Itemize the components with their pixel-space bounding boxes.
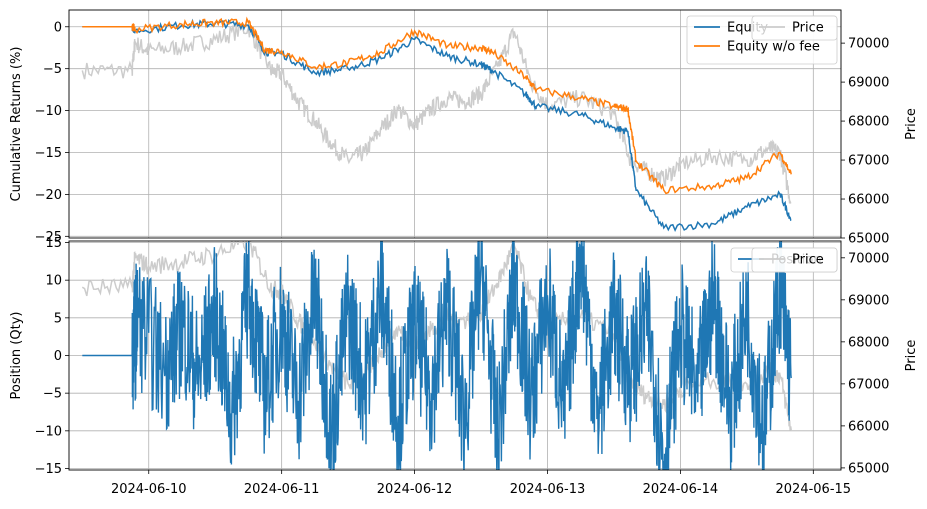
top-y2-tick-label: 69000	[848, 76, 889, 91]
top-y2-tick-label: 66000	[848, 193, 889, 208]
equity-line	[82, 18, 792, 233]
top-axes-frame	[68, 9, 842, 239]
x-tick-label: 2024-06-12	[377, 482, 453, 497]
top-y-tick-label: −10	[35, 104, 62, 119]
bottom-y2-tick-label: 65000	[848, 461, 889, 476]
top-price-legend-box	[751, 15, 838, 41]
bottom-price-legend-label: Price	[792, 253, 824, 268]
top-y-tick-label: 0	[54, 20, 62, 35]
bottom-y2-tick-label: 69000	[848, 293, 889, 308]
bottom-y-tick-label: 10	[45, 274, 62, 289]
x-tick-label: 2024-06-15	[776, 482, 852, 497]
top-y-tick-label: −15	[35, 146, 62, 161]
top-legend-label: Equity w/o fee	[727, 40, 820, 55]
bottom-y-axis-label: Position (Qty)	[9, 312, 24, 400]
bottom-y-tick-label: 15	[45, 236, 62, 251]
top-y-tick-label: −20	[35, 188, 62, 203]
x-tick-label: 2024-06-14	[643, 482, 719, 497]
bottom-y-tick-label: −5	[43, 387, 62, 402]
bottom-y2-tick-label: 70000	[848, 251, 889, 266]
top-y2-tick-label: 68000	[848, 115, 889, 130]
bottom-y-tick-label: 0	[54, 349, 62, 364]
top-y2-tick-label: 70000	[848, 37, 889, 52]
position-line	[82, 241, 792, 470]
top-y-tick-label: −25	[35, 230, 62, 245]
top-price-legend-label: Price	[792, 21, 824, 36]
bottom-axes-frame	[68, 240, 842, 471]
top-y-tick-label: −5	[43, 62, 62, 77]
x-tick-label: 2024-06-11	[244, 482, 320, 497]
bottom-y-tick-label: −10	[35, 424, 62, 439]
bottom-y2-tick-label: 68000	[848, 335, 889, 350]
bottom-y2-tick-label: 66000	[848, 419, 889, 434]
bottom-y-tick-label: −15	[35, 462, 62, 477]
x-tick-label: 2024-06-13	[510, 482, 586, 497]
top-y2-tick-label: 67000	[848, 154, 889, 169]
equity-wo-fee-line	[82, 16, 792, 195]
bottom-price-legend-box	[751, 247, 838, 273]
bottom-y-tick-label: 5	[54, 311, 62, 326]
top-price-line	[81, 22, 792, 204]
bottom-y2-tick-label: 67000	[848, 377, 889, 392]
bottom-y2-axis-label: Price	[904, 340, 919, 372]
top-y2-axis-label: Price	[904, 108, 919, 140]
top-y-axis-label: Cumulative Returns (%)	[9, 47, 24, 202]
top-y2-tick-label: 65000	[848, 232, 889, 247]
x-tick-label: 2024-06-10	[111, 482, 187, 497]
